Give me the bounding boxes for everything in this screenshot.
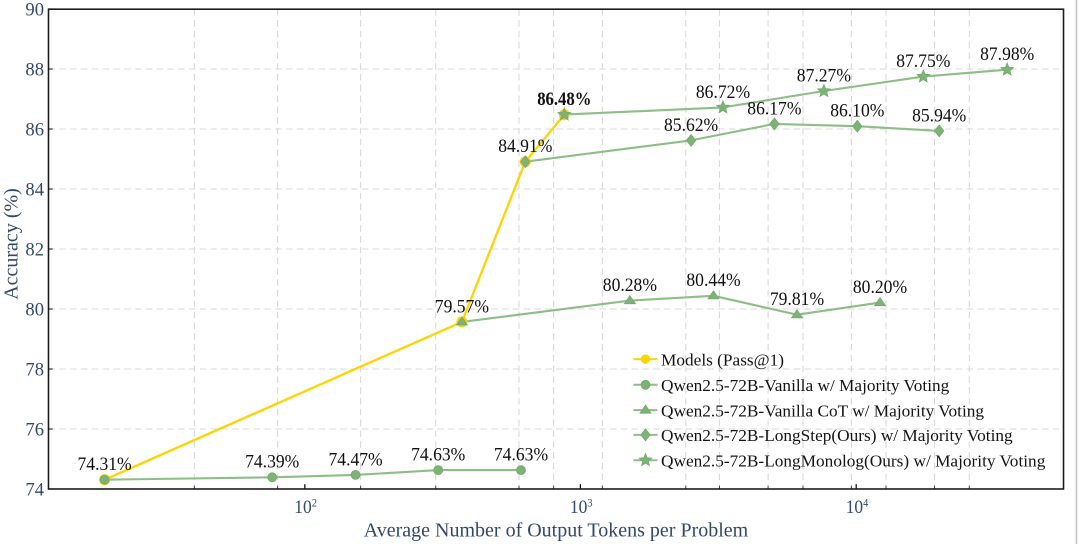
svg-text:84: 84 (25, 180, 44, 201)
svg-text:80.20%: 80.20% (853, 277, 907, 298)
svg-text:90: 90 (25, 0, 44, 21)
svg-text:86.48%: 86.48% (537, 89, 591, 110)
svg-text:Qwen2.5-72B-LongStep(Ours) w/: Qwen2.5-72B-LongStep(Ours) w/ Majority V… (661, 426, 1013, 445)
svg-text:Models (Pass@1): Models (Pass@1) (661, 350, 784, 369)
svg-text:104: 104 (846, 497, 869, 518)
svg-text:Qwen2.5-72B-Vanilla w/ Majorit: Qwen2.5-72B-Vanilla w/ Majority Voting (661, 376, 950, 395)
svg-text:74.47%: 74.47% (329, 449, 383, 470)
svg-text:74.39%: 74.39% (245, 452, 299, 473)
svg-text:86: 86 (25, 120, 44, 141)
svg-text:74: 74 (25, 480, 44, 501)
svg-text:102: 102 (294, 497, 317, 518)
svg-text:84.91%: 84.91% (498, 136, 552, 157)
svg-text:79.81%: 79.81% (770, 289, 824, 310)
svg-text:85.94%: 85.94% (912, 105, 966, 126)
svg-text:87.75%: 87.75% (896, 51, 950, 72)
svg-text:86.10%: 86.10% (830, 101, 884, 122)
svg-text:87.27%: 87.27% (797, 65, 851, 86)
svg-text:Qwen2.5-72B-Vanilla CoT w/ Maj: Qwen2.5-72B-Vanilla CoT w/ Majority Voti… (661, 401, 984, 420)
svg-text:80.28%: 80.28% (603, 275, 657, 296)
svg-text:87.98%: 87.98% (980, 44, 1034, 65)
svg-text:80.44%: 80.44% (686, 270, 740, 291)
svg-text:78: 78 (25, 360, 44, 381)
svg-text:82: 82 (25, 240, 44, 261)
svg-text:74.63%: 74.63% (494, 445, 548, 466)
svg-text:85.62%: 85.62% (664, 115, 718, 136)
svg-text:Average Number of Output Token: Average Number of Output Tokens per Prob… (364, 520, 749, 542)
svg-text:86.72%: 86.72% (696, 82, 750, 103)
svg-text:86.17%: 86.17% (747, 98, 801, 119)
svg-text:103: 103 (570, 497, 593, 518)
svg-text:88: 88 (25, 60, 44, 81)
svg-text:80: 80 (25, 300, 44, 321)
svg-text:76: 76 (25, 420, 44, 441)
svg-text:74.31%: 74.31% (78, 454, 132, 475)
svg-text:Qwen2.5-72B-LongMonolog(Ours): Qwen2.5-72B-LongMonolog(Ours) w/ Majorit… (661, 452, 1046, 471)
svg-text:79.57%: 79.57% (435, 296, 489, 317)
svg-text:Accuracy (%): Accuracy (%) (1, 188, 23, 300)
svg-text:74.63%: 74.63% (411, 445, 465, 466)
